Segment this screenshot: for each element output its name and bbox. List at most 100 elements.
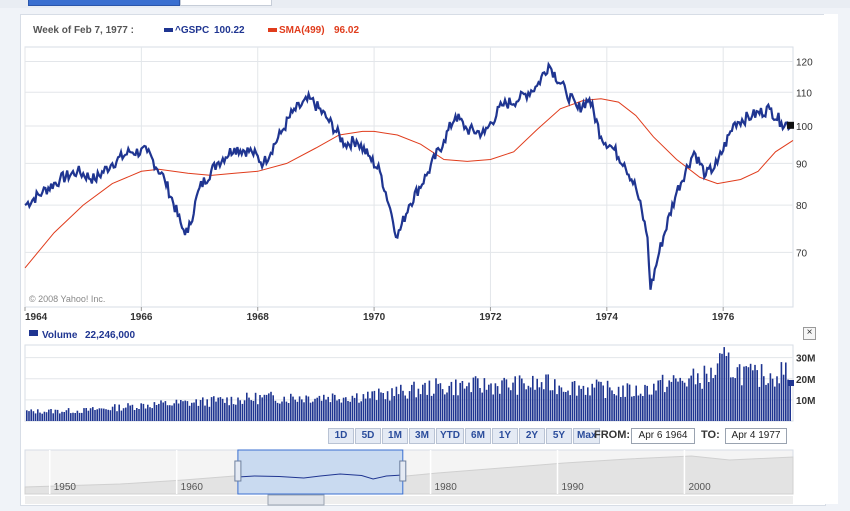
sma-legend-value: 96.02 — [334, 25, 359, 36]
tab-secondary[interactable] — [180, 0, 272, 6]
volume-bar — [371, 391, 373, 421]
volume-bar — [587, 387, 589, 421]
volume-bar — [63, 412, 65, 421]
volume-bar — [604, 398, 607, 421]
volume-bar — [375, 400, 378, 421]
volume-bar — [624, 396, 626, 421]
range-button-ytd[interactable]: YTD — [436, 428, 464, 444]
range-button-2y[interactable]: 2Y — [519, 428, 545, 444]
volume-bar — [52, 413, 54, 421]
range-button-3m[interactable]: 3M — [409, 428, 435, 444]
navigator-scrollbar-track[interactable] — [25, 496, 793, 504]
volume-bar — [116, 411, 118, 421]
volume-bar — [131, 404, 134, 421]
volume-bar — [738, 364, 741, 421]
volume-bar — [615, 395, 618, 421]
price-x-tick-1976: 1976 — [712, 312, 735, 323]
volume-bar — [294, 399, 296, 421]
volume-bar — [395, 386, 398, 421]
volume-bar — [664, 392, 666, 421]
volume-bar — [789, 384, 791, 421]
gspc-legend-value: 100.22 — [214, 25, 245, 36]
volume-bar — [426, 394, 428, 421]
volume-bar — [584, 394, 587, 421]
range-button-1y[interactable]: 1Y — [492, 428, 518, 444]
volume-bar — [224, 402, 226, 421]
volume-bar — [448, 385, 450, 421]
volume-bar — [65, 410, 68, 421]
volume-bar — [439, 383, 442, 421]
volume-bar — [252, 400, 255, 421]
volume-bar — [705, 373, 708, 421]
volume-bar — [725, 356, 728, 421]
volume-bar — [197, 405, 200, 421]
volume-bar — [87, 410, 90, 421]
volume-legend-swatch — [29, 330, 38, 336]
volume-bar — [147, 404, 149, 421]
navigator-selection[interactable] — [237, 449, 404, 495]
volume-bar — [45, 412, 48, 421]
copyright-text: © 2008 Yahoo! Inc. — [29, 294, 105, 304]
volume-bar — [204, 405, 206, 421]
range-button-5y[interactable]: 5Y — [546, 428, 572, 444]
volume-bar — [538, 387, 541, 421]
volume-bar — [184, 400, 186, 421]
volume-bar — [417, 388, 420, 421]
volume-bar — [39, 412, 41, 421]
volume-bar — [646, 385, 648, 421]
volume-bar — [518, 375, 521, 421]
navigator-right-handle[interactable] — [399, 460, 407, 482]
volume-bar — [609, 387, 611, 421]
tab-active[interactable] — [28, 0, 180, 6]
volume-bar — [496, 386, 499, 421]
volume-bar — [514, 376, 516, 421]
volume-bar — [668, 380, 670, 421]
volume-bar — [281, 401, 283, 421]
volume-bar — [263, 394, 266, 421]
price-y-tick-80: 80 — [796, 201, 808, 212]
volume-bar — [719, 353, 721, 421]
range-button-6m[interactable]: 6M — [465, 428, 491, 444]
volume-bar — [763, 376, 765, 421]
volume-bar — [193, 402, 195, 421]
volume-bar — [424, 382, 426, 421]
volume-y-tick-20M: 20M — [796, 375, 815, 386]
volume-bar — [736, 367, 739, 421]
volume-bar — [356, 393, 358, 421]
volume-bar — [34, 413, 37, 421]
volume-bar — [485, 389, 488, 421]
volume-bar — [778, 383, 780, 421]
gspc-legend-swatch — [164, 28, 173, 32]
volume-bar — [228, 405, 230, 421]
range-button-max[interactable]: Max — [573, 428, 601, 444]
price-x-tick-1966: 1966 — [130, 312, 153, 323]
volume-bar — [529, 387, 532, 421]
navigator-left-handle[interactable] — [234, 460, 242, 482]
volume-bar — [41, 413, 43, 421]
navigator-scrollbar-thumb[interactable] — [267, 494, 325, 506]
volume-bar — [353, 397, 356, 421]
volume-bar — [160, 400, 162, 421]
range-button-1m[interactable]: 1M — [382, 428, 408, 444]
volume-bar — [683, 382, 686, 421]
volume-bar — [186, 401, 189, 421]
volume-bar — [305, 395, 307, 421]
range-button-5d[interactable]: 5D — [355, 428, 381, 444]
volume-bar — [92, 407, 94, 421]
range-button-1d[interactable]: 1D — [328, 428, 354, 444]
to-date-input[interactable]: Apr 4 1977 — [725, 428, 787, 444]
volume-bar — [140, 403, 142, 421]
volume-bar — [527, 385, 530, 421]
volume-bar — [754, 364, 756, 421]
volume-bar — [554, 379, 556, 421]
close-volume-button[interactable]: × — [803, 327, 816, 340]
volume-bar — [226, 397, 228, 421]
volume-bar — [283, 396, 285, 421]
volume-bar — [525, 389, 527, 421]
volume-bar — [613, 394, 615, 421]
volume-bar — [336, 400, 338, 421]
volume-bar — [153, 402, 156, 421]
volume-bar — [70, 413, 72, 421]
range-button-group: 1D 5D 1M 3M YTD 6M 1Y 2Y 5Y Max — [328, 428, 601, 444]
from-date-input[interactable]: Apr 6 1964 — [631, 428, 695, 444]
